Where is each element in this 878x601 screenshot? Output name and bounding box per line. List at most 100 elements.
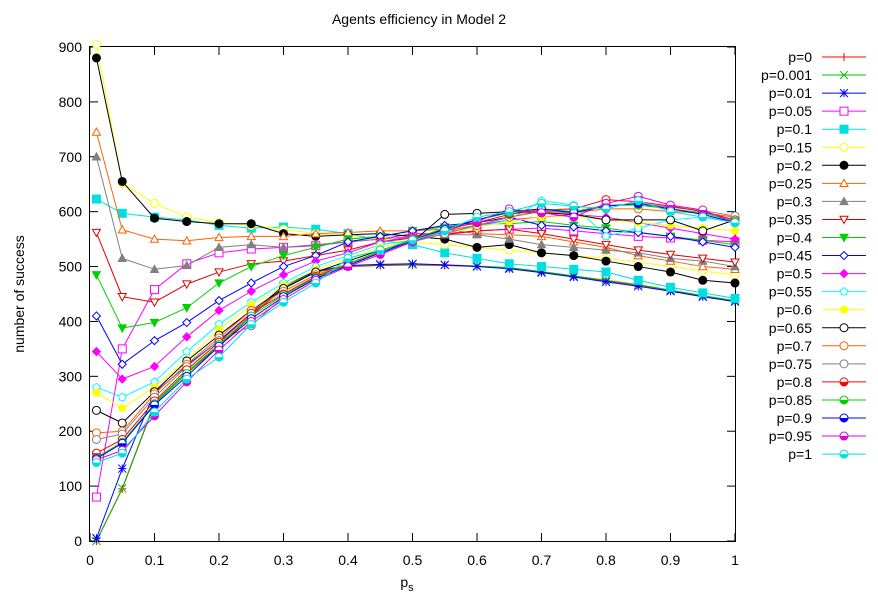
legend: p=0 p=0.001 p=0.01 p=0.05 p=0.1 p=0.15 p=0.2 p=… xyxy=(761,49,866,462)
marker-shape xyxy=(91,271,102,280)
marker-shape xyxy=(666,282,675,292)
data-point xyxy=(181,304,192,313)
marker-shape xyxy=(473,221,481,226)
marker-shape xyxy=(697,261,708,271)
marker-shape xyxy=(440,260,450,270)
data-point xyxy=(569,212,579,222)
data-point xyxy=(440,248,450,258)
data-point xyxy=(569,272,579,282)
series-layer xyxy=(91,39,740,546)
marker-shape xyxy=(839,268,849,279)
marker-shape xyxy=(472,262,482,271)
marker-shape xyxy=(536,239,547,249)
marker-shape xyxy=(91,228,102,238)
marker-shape xyxy=(698,275,708,285)
marker-shape xyxy=(472,242,482,252)
data-point xyxy=(601,204,611,214)
data-point xyxy=(408,235,417,245)
marker-shape xyxy=(633,246,644,256)
data-point xyxy=(149,298,160,308)
marker-shape xyxy=(149,335,160,346)
data-point xyxy=(839,449,849,459)
data-point xyxy=(666,282,675,292)
y-tick-label: 200 xyxy=(59,423,83,439)
data-point xyxy=(311,278,321,288)
data-point xyxy=(839,233,849,243)
data-point xyxy=(839,395,849,405)
marker-shape xyxy=(839,70,849,80)
data-point xyxy=(246,219,256,229)
marker-shape xyxy=(92,388,101,397)
data-point xyxy=(730,258,740,268)
marker-shape xyxy=(472,253,482,263)
data-point xyxy=(697,261,708,271)
series xyxy=(91,53,740,288)
legend-label: p=0.55 xyxy=(769,284,812,300)
data-point xyxy=(839,160,849,170)
marker-shape xyxy=(634,200,643,205)
marker-shape xyxy=(91,405,101,415)
data-point xyxy=(117,483,127,493)
marker-shape xyxy=(310,228,321,238)
marker-shape xyxy=(150,404,159,409)
data-point xyxy=(310,243,321,253)
data-point xyxy=(278,270,289,280)
marker-shape xyxy=(149,234,160,243)
marker-shape xyxy=(91,151,102,161)
marker-shape xyxy=(215,357,223,362)
data-point xyxy=(666,207,675,217)
series-line xyxy=(96,264,736,542)
marker-shape xyxy=(569,264,579,274)
marker-shape xyxy=(839,233,849,243)
data-point xyxy=(440,226,450,236)
series xyxy=(92,260,739,545)
data-point xyxy=(840,53,848,61)
x-tick-label: 0.2 xyxy=(209,552,229,568)
data-point xyxy=(839,305,849,314)
data-point xyxy=(214,305,224,316)
marker-shape xyxy=(839,215,849,225)
data-point xyxy=(504,259,514,269)
data-point xyxy=(839,268,849,279)
marker-shape xyxy=(117,253,128,263)
marker-shape xyxy=(117,392,127,401)
data-point xyxy=(730,293,740,303)
marker-shape xyxy=(117,224,128,234)
marker-shape xyxy=(375,260,385,269)
plot-frame xyxy=(89,46,736,542)
data-point xyxy=(149,234,160,243)
marker-shape xyxy=(840,381,848,386)
data-point xyxy=(601,231,611,241)
marker-shape xyxy=(246,286,256,296)
marker-shape xyxy=(601,245,611,254)
marker-shape xyxy=(601,215,611,225)
legend-label: p=0.7 xyxy=(777,338,813,354)
legend-label: p=1 xyxy=(788,446,812,462)
data-point xyxy=(214,279,224,289)
marker-shape xyxy=(149,264,160,273)
y-tick-label: 300 xyxy=(59,368,83,384)
data-point xyxy=(117,176,127,186)
data-point xyxy=(117,392,127,401)
marker-shape xyxy=(697,254,708,264)
data-point xyxy=(150,285,159,295)
data-point xyxy=(343,237,353,247)
data-point xyxy=(91,405,101,415)
marker-shape xyxy=(537,248,546,258)
data-point xyxy=(91,151,102,161)
data-point xyxy=(839,287,849,296)
marker-shape xyxy=(215,349,223,354)
legend-label: p=0.05 xyxy=(769,103,812,119)
marker-shape xyxy=(311,283,320,288)
marker-shape xyxy=(214,295,224,306)
data-point xyxy=(536,229,547,239)
marker-shape xyxy=(214,219,224,229)
marker-shape xyxy=(91,492,101,502)
marker-shape xyxy=(278,231,289,241)
x-tick-label: 0.3 xyxy=(274,552,294,568)
marker-shape xyxy=(569,251,579,261)
marker-shape xyxy=(730,234,740,244)
data-point xyxy=(730,226,740,235)
data-point xyxy=(730,278,740,288)
data-point xyxy=(839,196,849,206)
